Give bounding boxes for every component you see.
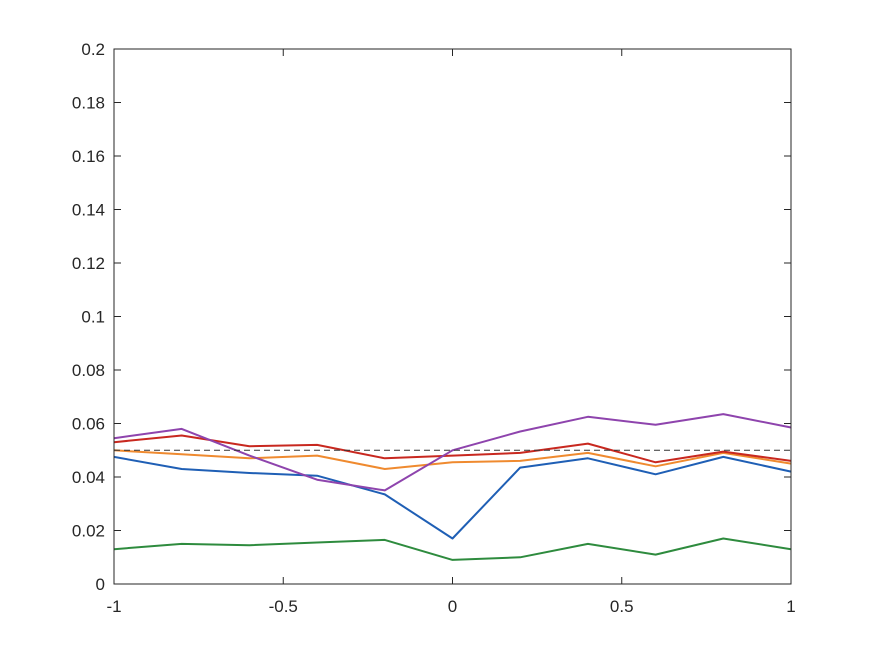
x-tick-label: 1 xyxy=(786,597,795,616)
y-tick-label: 0.18 xyxy=(72,94,105,113)
x-tick-label: 0 xyxy=(448,597,457,616)
series-line-3 xyxy=(113,434,792,464)
y-tick-label: 0.04 xyxy=(72,468,105,487)
y-tick-label: 0 xyxy=(96,575,105,594)
y-tick-label: 0.12 xyxy=(72,254,105,273)
y-tick-label: 0.2 xyxy=(81,40,105,59)
series-line-2 xyxy=(113,449,792,470)
y-tick-label: 0.1 xyxy=(81,308,105,327)
y-tick-label: 0.06 xyxy=(72,415,105,434)
y-tick-label: 0.02 xyxy=(72,522,105,541)
series-line-5 xyxy=(113,537,792,561)
y-tick-label: 0.08 xyxy=(72,361,105,380)
series-line-4 xyxy=(113,413,792,492)
y-tick-label: 0.16 xyxy=(72,147,105,166)
axes-box xyxy=(113,48,792,585)
series-line-1 xyxy=(113,455,792,540)
y-tick-label: 0.14 xyxy=(72,201,105,220)
series-layer xyxy=(113,413,792,561)
tick-layer: -1 -0.5 0 0.5 1 0 0.02 0.04 0.06 0.08 0.1 0.12 0.14 0… xyxy=(72,40,796,616)
x-tick-label: -1 xyxy=(106,597,121,616)
x-tick-label: 0.5 xyxy=(610,597,634,616)
x-tick-label: -0.5 xyxy=(269,597,298,616)
plot-background xyxy=(114,49,791,584)
